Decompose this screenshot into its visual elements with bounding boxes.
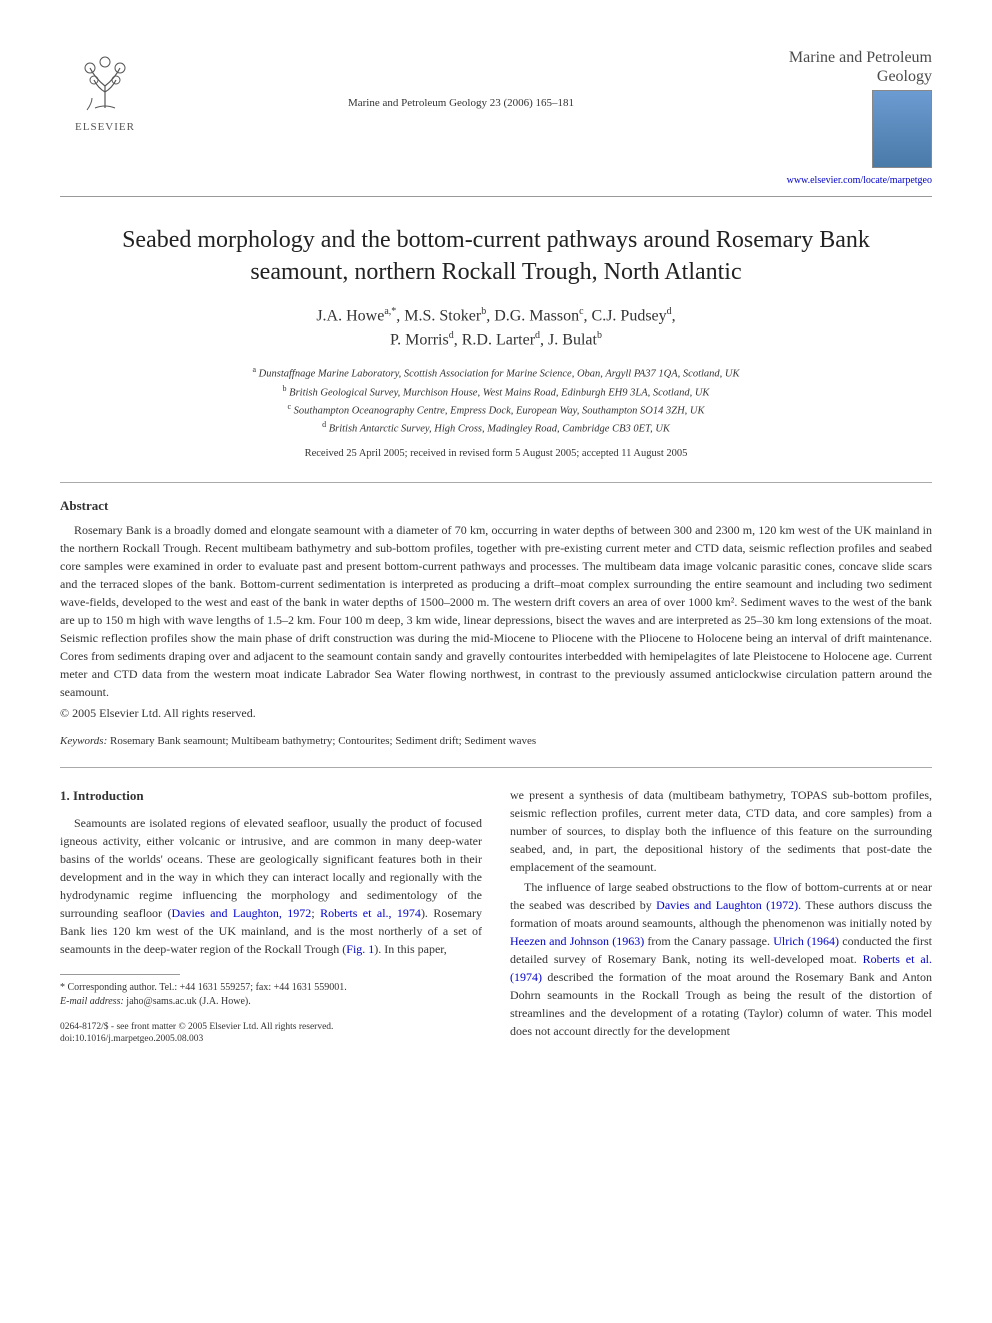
- section-1-heading: 1. Introduction: [60, 786, 482, 806]
- copyright-line: © 2005 Elsevier Ltd. All rights reserved…: [60, 705, 932, 722]
- article-title: Seabed morphology and the bottom-current…: [80, 225, 912, 287]
- author-affil-sup: a,*: [384, 306, 396, 317]
- article-dates: Received 25 April 2005; received in revi…: [60, 447, 932, 462]
- citation-link[interactable]: Roberts et al., 1974: [320, 906, 421, 920]
- journal-brand-block: Marine and Petroleum Geology www.elsevie…: [772, 48, 932, 188]
- journal-citation: Marine and Petroleum Geology 23 (2006) 1…: [150, 48, 772, 111]
- author-name: , C.J. Pudsey: [584, 307, 667, 324]
- doi-line: doi:10.1016/j.marpetgeo.2005.08.003: [60, 1033, 482, 1045]
- issn-copyright: 0264-8172/$ - see front matter © 2005 El…: [60, 1021, 482, 1033]
- author-name: J.A. Howe: [316, 307, 384, 324]
- front-matter-line: 0264-8172/$ - see front matter © 2005 El…: [60, 1021, 482, 1046]
- header-rule: [60, 196, 932, 197]
- abstract-body: Rosemary Bank is a broadly domed and elo…: [60, 521, 932, 701]
- body-text: Seamounts are isolated regions of elevat…: [60, 816, 482, 920]
- citation-link[interactable]: Heezen and Johnson (1963): [510, 934, 644, 948]
- body-text: ). In this paper,: [374, 942, 447, 956]
- intro-paragraph-2: we present a synthesis of data (multibea…: [510, 786, 932, 876]
- abstract-bottom-rule: [60, 767, 932, 768]
- corresponding-author-footnote: * Corresponding author. Tel.: +44 1631 5…: [60, 981, 482, 1009]
- keywords-text: Rosemary Bank seamount; Multibeam bathym…: [107, 735, 536, 747]
- citation-link[interactable]: Davies and Laughton (1972): [656, 898, 798, 912]
- keywords-label: Keywords:: [60, 735, 107, 747]
- elsevier-tree-logo: [70, 48, 140, 118]
- keywords-line: Keywords: Rosemary Bank seamount; Multib…: [60, 734, 932, 749]
- publisher-name: ELSEVIER: [75, 120, 135, 135]
- affiliation-b: British Geological Survey, Murchison Hou…: [289, 387, 709, 398]
- body-text: described the formation of the moat arou…: [510, 970, 932, 1038]
- body-text: ;: [311, 906, 320, 920]
- email-label: E-mail address:: [60, 996, 124, 1007]
- author-email: jaho@sams.ac.uk (J.A. Howe).: [124, 996, 251, 1007]
- affiliation-a: Dunstaffnage Marine Laboratory, Scottish…: [259, 369, 740, 380]
- intro-paragraph-1: Seamounts are isolated regions of elevat…: [60, 814, 482, 958]
- citation-link[interactable]: Davies and Laughton, 1972: [171, 906, 311, 920]
- abstract-heading: Abstract: [60, 497, 932, 515]
- footnote-rule: [60, 974, 180, 975]
- journal-header: ELSEVIER Marine and Petroleum Geology 23…: [60, 48, 932, 188]
- journal-url-link[interactable]: www.elsevier.com/locate/marpetgeo: [772, 174, 932, 188]
- footnote-corr: * Corresponding author. Tel.: +44 1631 5…: [60, 981, 482, 995]
- author-name: , J. Bulat: [540, 331, 597, 348]
- author-name: P. Morris: [390, 331, 449, 348]
- figure-link[interactable]: Fig. 1: [346, 942, 374, 956]
- journal-cover-thumbnail: [872, 90, 932, 168]
- left-column: 1. Introduction Seamounts are isolated r…: [60, 786, 482, 1045]
- journal-title: Marine and Petroleum Geology: [772, 48, 932, 86]
- body-columns: 1. Introduction Seamounts are isolated r…: [60, 786, 932, 1045]
- intro-paragraph-3: The influence of large seabed obstructio…: [510, 878, 932, 1040]
- author-name: , R.D. Larter: [454, 331, 535, 348]
- right-column: we present a synthesis of data (multibea…: [510, 786, 932, 1045]
- affiliations-list: a Dunstaffnage Marine Laboratory, Scotti…: [60, 364, 932, 437]
- affiliation-c: Southampton Oceanography Centre, Empress…: [294, 405, 705, 416]
- body-text: from the Canary passage.: [644, 934, 773, 948]
- author-sep: ,: [672, 307, 676, 324]
- citation-link[interactable]: Ulrich (1964): [773, 934, 839, 948]
- affiliation-d: British Antarctic Survey, High Cross, Ma…: [329, 424, 670, 435]
- publisher-block: ELSEVIER: [60, 48, 150, 135]
- author-affil-sup: b: [597, 330, 602, 341]
- authors-list: J.A. Howea,*, M.S. Stokerb, D.G. Massonc…: [60, 304, 932, 353]
- author-name: , D.G. Masson: [486, 307, 579, 324]
- author-name: , M.S. Stoker: [396, 307, 481, 324]
- abstract-top-rule: [60, 482, 932, 483]
